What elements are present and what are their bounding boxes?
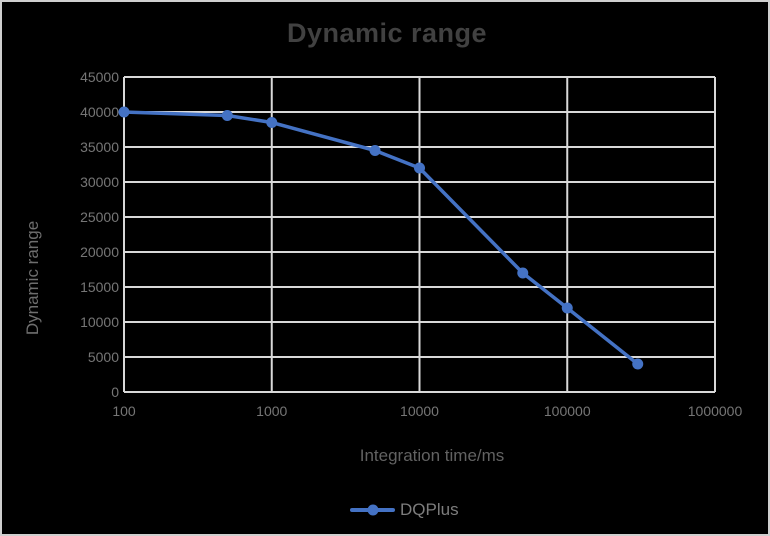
data-point-marker [369,145,381,156]
data-point-marker [118,106,130,118]
x-tick-label: 1000000 [687,403,743,419]
y-axis-title: Dynamic range [23,220,42,336]
y-tick-label: 35000 [80,139,119,155]
data-point-marker [266,117,278,128]
legend-line-swatch [350,504,395,516]
y-tick-label: 40000 [80,104,119,120]
x-tick-label: 1000 [256,403,288,419]
data-point-marker [221,110,233,121]
y-tick-label: 45000 [80,69,119,85]
y-tick-label: 25000 [80,209,119,225]
data-point-marker [414,162,425,174]
x-tick-label: 100 [112,403,136,419]
y-tick-label: 10000 [80,314,119,330]
y-tick-label: 30000 [80,174,119,190]
data-point-marker [517,267,529,279]
y-tick-label: 20000 [80,244,119,260]
y-tick-label: 0 [111,384,119,400]
legend-label: DQPlus [400,500,459,519]
x-tick-label: 100000 [543,403,591,419]
legend-circle-marker-icon [367,504,378,516]
x-tick-label: 10000 [400,403,439,419]
x-axis-title: Integration time/ms [359,446,505,465]
y-tick-label: 5000 [87,349,119,365]
chart-title: Dynamic range [286,18,488,48]
series-line [122,110,640,366]
y-tick-label: 15000 [80,279,119,295]
data-point-marker [561,302,573,314]
data-point-marker [632,358,644,370]
legend: DQPlus [350,499,459,521]
